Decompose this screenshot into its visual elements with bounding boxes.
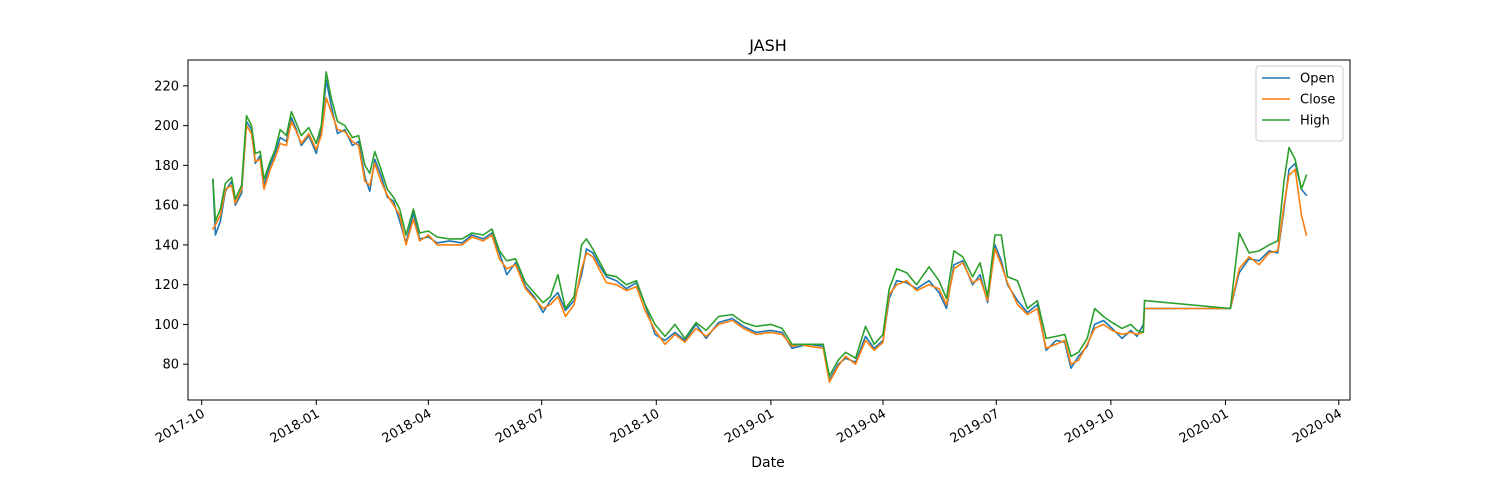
chart-title: JASH [748, 36, 787, 55]
y-tick-label: 120 [154, 278, 179, 293]
legend-box [1255, 65, 1344, 142]
plot-area [187, 59, 1351, 401]
y-tick-label: 160 [154, 199, 179, 214]
y-tick-label: 80 [162, 358, 179, 373]
y-tick-label: 180 [154, 159, 179, 174]
legend-label-open: Open [1300, 72, 1335, 87]
legend-label-high: High [1300, 114, 1330, 129]
series-line-high [212, 71, 1308, 377]
legend-label-close: Close [1300, 93, 1335, 108]
legend: Open Close High [1255, 65, 1344, 142]
y-tick-label: 140 [154, 238, 179, 253]
x-axis-label: Date [751, 455, 784, 471]
y-tick-label: 200 [154, 119, 179, 134]
plot-frame [187, 59, 1351, 401]
y-tick-label: 100 [154, 318, 179, 333]
y-tick-label: 220 [154, 79, 179, 94]
series-layer [212, 71, 1308, 383]
y-axis: 80 100 120 140 160 180 200 220 [154, 79, 188, 373]
series-line-close [212, 97, 1308, 383]
